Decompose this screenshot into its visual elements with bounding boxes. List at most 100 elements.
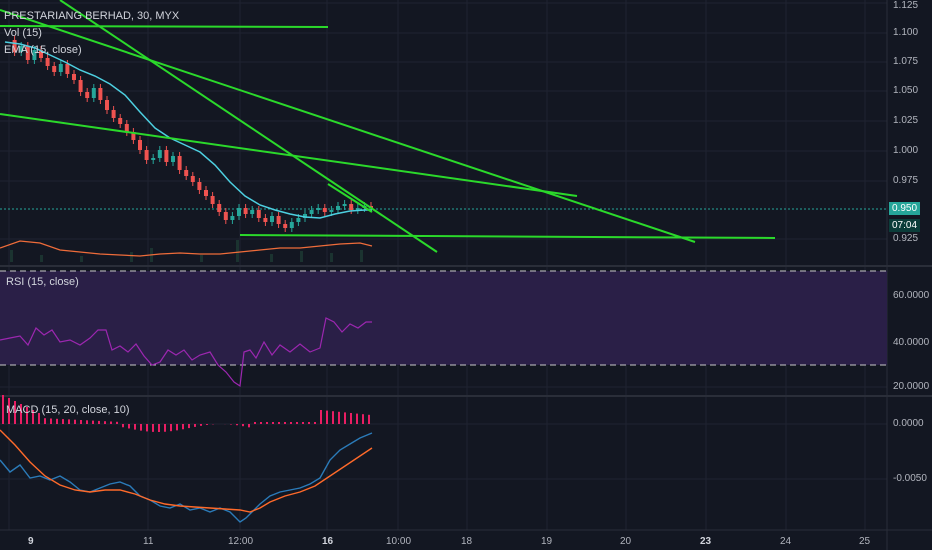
candle-body xyxy=(118,118,123,124)
trendlines[interactable] xyxy=(0,0,776,253)
time-tick: 12:00 xyxy=(228,536,254,547)
macd-histogram-bar xyxy=(308,422,310,424)
candle-body xyxy=(309,210,314,214)
macd-histogram-bar xyxy=(104,421,106,424)
macd-histogram-bar xyxy=(116,421,118,424)
candle-body xyxy=(336,206,340,210)
macd-histogram-bar xyxy=(314,422,316,424)
candle-body xyxy=(217,204,222,212)
candle-body xyxy=(349,204,354,210)
macd-histogram-bar xyxy=(260,422,262,424)
candle-body xyxy=(177,156,182,170)
volume-bars xyxy=(10,240,363,262)
volume-legend: Vol (15) xyxy=(4,27,42,39)
macd-histogram-bar xyxy=(194,424,196,427)
macd-tick: 0.0000 xyxy=(893,418,924,429)
macd-histogram-bar xyxy=(368,414,370,424)
ema-line xyxy=(4,41,372,219)
symbol-title: PRESTARIANG BERHAD, 30, MYX xyxy=(4,10,180,22)
macd-histogram xyxy=(2,395,370,432)
candle-body xyxy=(52,66,57,72)
candle-body xyxy=(283,224,288,228)
macd-histogram-bar xyxy=(62,419,64,424)
volume-ma-line xyxy=(0,240,373,257)
macd-histogram-bar xyxy=(326,410,328,424)
candle-body xyxy=(355,208,360,210)
macd-histogram-bar xyxy=(302,422,304,424)
macd-histogram-bar xyxy=(278,422,280,424)
time-tick: 24 xyxy=(780,536,792,547)
rsi-tick: 20.0000 xyxy=(893,381,930,392)
candle-body xyxy=(12,40,17,52)
macd-histogram-bar xyxy=(266,422,268,424)
candle-body xyxy=(263,218,268,222)
rsi-tick: 60.0000 xyxy=(893,290,930,301)
price-tick: 1.075 xyxy=(893,56,919,67)
macd-histogram-bar xyxy=(350,413,352,424)
macd-tick: -0.0050 xyxy=(893,473,927,484)
macd-histogram-bar xyxy=(320,410,322,424)
time-tick: 10:00 xyxy=(386,536,412,547)
macd-histogram-bar xyxy=(356,413,358,424)
candle-body xyxy=(164,150,169,162)
macd-histogram-bar xyxy=(152,424,154,432)
macd-histogram-bar xyxy=(164,424,166,432)
candle-body xyxy=(58,64,63,72)
macd-histogram-bar xyxy=(56,418,58,424)
candlestick-series[interactable] xyxy=(12,36,373,232)
macd-histogram-bar xyxy=(206,424,208,425)
macd-histogram-bar xyxy=(50,418,52,424)
macd-histogram-bar xyxy=(254,422,256,424)
macd-histogram-bar xyxy=(242,424,244,427)
candle-body xyxy=(322,208,327,212)
macd-legend: MACD (15, 20, close, 10) xyxy=(6,404,130,416)
candle-body xyxy=(138,140,142,150)
time-tick: 18 xyxy=(461,536,473,547)
candle-body xyxy=(157,150,162,158)
candle-body xyxy=(19,46,24,52)
candle-body xyxy=(190,176,195,182)
macd-histogram-bar xyxy=(338,411,340,424)
price-tick: 0.925 xyxy=(893,233,919,244)
candle-body xyxy=(316,208,321,210)
candle-body xyxy=(270,216,274,222)
candle-body xyxy=(243,208,248,214)
price-tick: 1.050 xyxy=(893,85,919,96)
candle-body xyxy=(91,88,96,98)
macd-histogram-bar xyxy=(68,419,70,424)
time-tick: 9 xyxy=(28,536,34,547)
rsi-legend: RSI (15, close) xyxy=(6,276,79,288)
macd-histogram-bar xyxy=(92,420,94,424)
macd-histogram-bar xyxy=(344,412,346,424)
macd-histogram-bar xyxy=(110,421,112,424)
rsi-band xyxy=(0,271,887,365)
candle-body xyxy=(171,156,175,162)
candle-body xyxy=(131,132,136,140)
macd-histogram-bar xyxy=(44,418,46,424)
candle-body xyxy=(289,222,294,228)
macd-histogram-bar xyxy=(200,424,202,426)
ema-legend: EMA (15, close) xyxy=(4,44,82,56)
macd-line xyxy=(0,432,373,523)
candle-body xyxy=(237,208,241,216)
macd-histogram-bar xyxy=(284,422,286,424)
macd-histogram-bar xyxy=(170,424,172,432)
candle-body xyxy=(223,212,228,220)
candle-body xyxy=(25,46,30,60)
price-tick: 1.125 xyxy=(893,0,919,11)
time-tick: 19 xyxy=(541,536,553,547)
macd-histogram-bar xyxy=(86,420,88,424)
candle-body xyxy=(32,50,37,60)
macd-histogram-bar xyxy=(248,424,250,428)
time-tick: 25 xyxy=(859,536,871,547)
candle-body xyxy=(111,110,116,118)
candle-body xyxy=(210,196,215,204)
candle-body xyxy=(329,210,334,212)
macd-histogram-bar xyxy=(26,407,28,424)
candle-body xyxy=(204,190,208,196)
candle-body xyxy=(105,100,109,110)
macd-histogram-bar xyxy=(134,424,136,430)
candle-body xyxy=(98,88,103,100)
time-tick: 23 xyxy=(700,536,712,547)
